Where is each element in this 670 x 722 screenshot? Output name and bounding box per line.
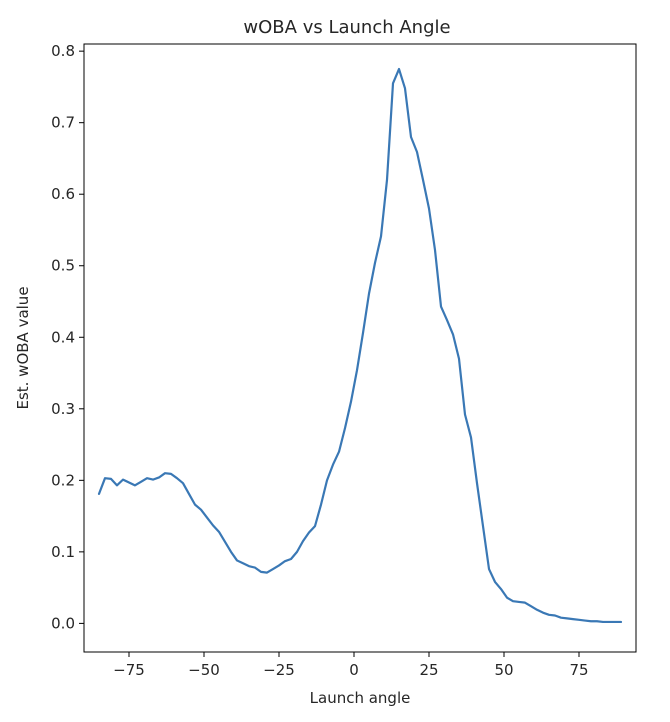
y-tick-label: 0.5 — [51, 257, 75, 275]
chart-title: wOBA vs Launch Angle — [243, 17, 450, 38]
y-tick-label: 0.3 — [51, 400, 75, 418]
x-tick-label: 75 — [569, 661, 588, 679]
x-tick-label: −25 — [263, 661, 295, 679]
x-axis-ticks: −75 −50 −25 0 25 50 75 — [113, 652, 589, 679]
woba-series-line — [97, 67, 623, 624]
x-tick-label: −75 — [113, 661, 145, 679]
y-tick-label: 0.4 — [51, 328, 75, 346]
y-tick-label: 0.1 — [51, 543, 75, 561]
x-axis-title: Launch angle — [310, 689, 411, 707]
y-tick-label: 0.0 — [51, 614, 75, 632]
x-tick-label: 25 — [419, 661, 438, 679]
y-axis-ticks: 0.0 0.1 0.2 0.3 0.4 0.5 0.6 0.7 0.8 — [51, 42, 84, 632]
y-tick-label: 0.7 — [51, 114, 75, 132]
y-tick-label: 0.2 — [51, 471, 75, 489]
x-tick-label: 0 — [349, 661, 359, 679]
y-tick-label: 0.8 — [51, 42, 75, 60]
plot-area: −75 −50 −25 0 25 50 75 0.00.10.20.30.40.50.60.… — [51, 42, 637, 679]
y-tick-label: 0.6 — [51, 185, 75, 203]
x-tick-label: −50 — [188, 661, 220, 679]
x-tick-label: 50 — [494, 661, 513, 679]
y-axis-title: Est. wOBA value — [14, 286, 32, 409]
